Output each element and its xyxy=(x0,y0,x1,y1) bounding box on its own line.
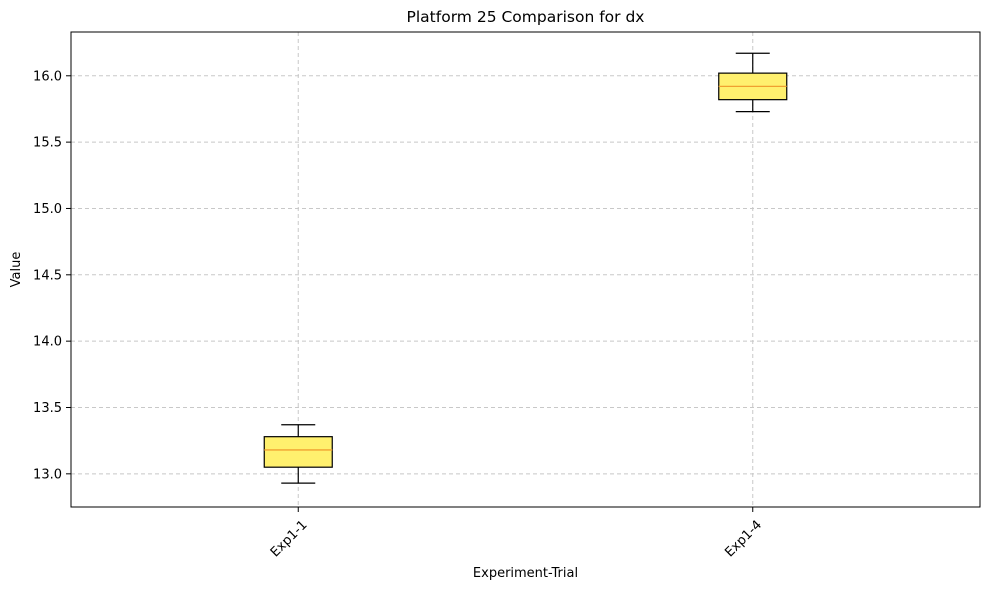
x-tick-label: Exp1-1 xyxy=(268,518,311,561)
y-tick-label: 14.0 xyxy=(33,335,62,350)
y-tick-label: 13.0 xyxy=(33,467,62,482)
chart-title: Platform 25 Comparison for dx xyxy=(407,8,645,26)
y-axis-label: Value xyxy=(9,252,24,288)
y-tick-label: 13.5 xyxy=(33,401,62,416)
plot-layer: 13.0 13.5 14.0 14.5 15.0 15.5 16.0 Exp1-1 Exp1-4 xyxy=(33,31,981,560)
y-tick-label: 15.0 xyxy=(33,202,62,217)
box-Exp1-4 xyxy=(718,52,788,113)
x-tick-label: Exp1-4 xyxy=(722,518,765,561)
y-ticks: 13.0 13.5 14.0 14.5 15.0 15.5 16.0 xyxy=(33,69,71,482)
x-axis-label: Experiment-Trial xyxy=(473,566,578,581)
y-tick-label: 16.0 xyxy=(33,69,62,84)
box-body xyxy=(263,436,333,468)
grid-lines xyxy=(71,32,980,507)
plot-frame xyxy=(70,31,981,508)
box-Exp1-1 xyxy=(263,424,333,484)
y-tick-label: 14.5 xyxy=(33,268,62,283)
x-ticks: Exp1-1 Exp1-4 xyxy=(268,507,765,560)
y-tick-label: 15.5 xyxy=(33,136,62,151)
